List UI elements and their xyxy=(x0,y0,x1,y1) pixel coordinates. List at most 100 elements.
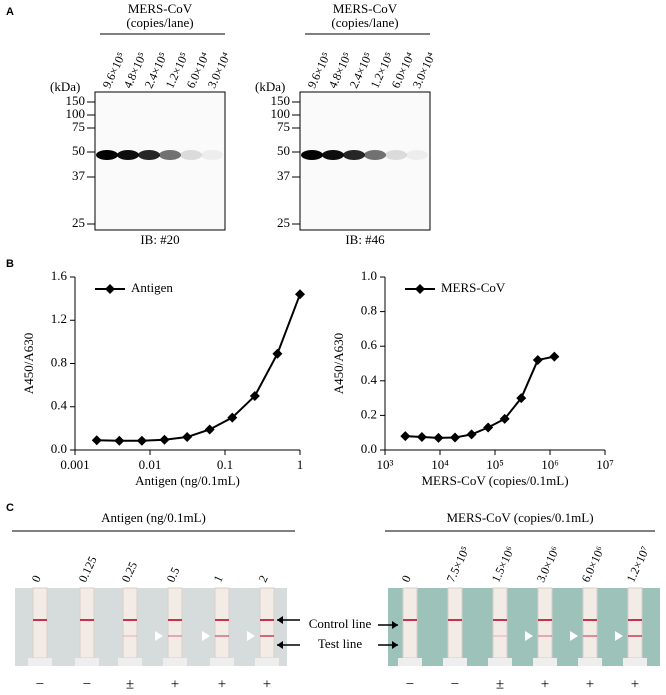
strip xyxy=(214,587,230,659)
kda-marker: 75 xyxy=(277,119,290,134)
group-header: Antigen (ng/0.1mL) xyxy=(101,510,206,525)
marker xyxy=(204,424,215,435)
panel-label: C xyxy=(6,502,14,514)
blot-header: MERS-CoV xyxy=(128,1,193,16)
kda-marker: 25 xyxy=(72,215,85,230)
marker xyxy=(295,289,305,300)
x-axis-label: Antigen (ng/0.1mL) xyxy=(135,473,240,488)
band xyxy=(343,150,365,160)
group-header: MERS-CoV (copies/0.1mL) xyxy=(446,510,593,525)
strip xyxy=(79,587,95,659)
band xyxy=(201,150,223,160)
result: + xyxy=(586,676,594,692)
panel-label: B xyxy=(6,258,14,270)
x-tick-label: 10⁴ xyxy=(431,457,449,472)
x-axis-label: MERS-CoV (copies/0.1mL) xyxy=(421,473,568,488)
well xyxy=(28,658,52,666)
strip xyxy=(122,587,138,659)
marker xyxy=(516,393,527,404)
band xyxy=(364,150,386,160)
y-tick-label: 0.4 xyxy=(361,372,378,387)
strip xyxy=(537,587,553,659)
strip xyxy=(32,587,48,659)
strip xyxy=(447,587,463,659)
result: ± xyxy=(496,676,504,692)
x-tick-label: 1 xyxy=(297,457,304,472)
y-tick-label: 0.6 xyxy=(361,337,378,352)
kda-marker: 100 xyxy=(66,106,86,121)
well xyxy=(118,658,142,666)
lane-label: 0.25 xyxy=(119,559,141,584)
kda-marker: 37 xyxy=(277,168,291,183)
band xyxy=(96,150,118,160)
photo xyxy=(388,588,660,666)
x-tick-label: 0.01 xyxy=(139,457,162,472)
lane-label: 2 xyxy=(256,573,271,584)
band xyxy=(301,150,323,160)
band xyxy=(138,150,160,160)
blot-caption: IB: #46 xyxy=(345,232,385,247)
result: ± xyxy=(126,676,134,692)
kda-marker: 25 xyxy=(277,215,290,230)
kda-marker: 75 xyxy=(72,119,85,134)
result: + xyxy=(631,676,639,692)
lane-label: 0 xyxy=(29,573,44,584)
result: − xyxy=(406,676,414,692)
kda-marker: 37 xyxy=(72,168,86,183)
blot xyxy=(299,91,431,231)
result: − xyxy=(451,676,459,692)
marker xyxy=(416,432,427,443)
band xyxy=(322,150,344,160)
y-tick-label: 0.8 xyxy=(51,354,67,369)
lane-label: 0 xyxy=(399,573,414,584)
blot-subheader: (copies/lane) xyxy=(126,15,193,30)
series-line xyxy=(96,293,301,442)
arrow-head xyxy=(277,641,283,649)
well xyxy=(443,658,467,666)
result: + xyxy=(263,676,271,692)
marker xyxy=(466,429,477,440)
marker xyxy=(433,432,444,443)
marker xyxy=(450,432,461,443)
result: − xyxy=(83,676,91,692)
well xyxy=(488,658,512,666)
x-tick-label: 10⁶ xyxy=(541,457,559,472)
well xyxy=(533,658,557,666)
marker xyxy=(499,413,510,424)
arrowhead xyxy=(570,631,578,641)
y-tick-label: 0.2 xyxy=(361,406,377,421)
well xyxy=(163,658,187,666)
y-tick-label: 1.2 xyxy=(51,311,67,326)
marker xyxy=(532,355,543,366)
marker xyxy=(114,435,125,446)
marker xyxy=(159,434,170,445)
arrow-head xyxy=(277,616,283,624)
result: + xyxy=(218,676,226,692)
marker xyxy=(249,390,260,401)
marker xyxy=(227,412,238,423)
strip xyxy=(259,587,275,659)
arrow-head xyxy=(392,621,398,629)
blot-header: MERS-CoV xyxy=(333,1,398,16)
y-tick-label: 0.0 xyxy=(51,441,67,456)
well xyxy=(75,658,99,666)
marker xyxy=(105,284,115,294)
y-axis-label: A450/A630 xyxy=(331,333,346,394)
kda-marker: 150 xyxy=(66,93,86,108)
arrowhead xyxy=(615,631,623,641)
lane-label: 7.5×10⁵ xyxy=(444,544,473,584)
lane-label: 1.5×10⁶ xyxy=(489,544,518,584)
well xyxy=(210,658,234,666)
band xyxy=(385,150,407,160)
result: + xyxy=(171,676,179,692)
y-tick-label: 1.6 xyxy=(51,268,68,283)
band xyxy=(159,150,181,160)
band xyxy=(406,150,428,160)
kda-marker: 150 xyxy=(271,93,291,108)
lane-label: 0.125 xyxy=(76,554,100,584)
result: + xyxy=(541,676,549,692)
legend-label: Antigen xyxy=(131,280,173,295)
y-axis-label: A450/A630 xyxy=(21,333,36,394)
